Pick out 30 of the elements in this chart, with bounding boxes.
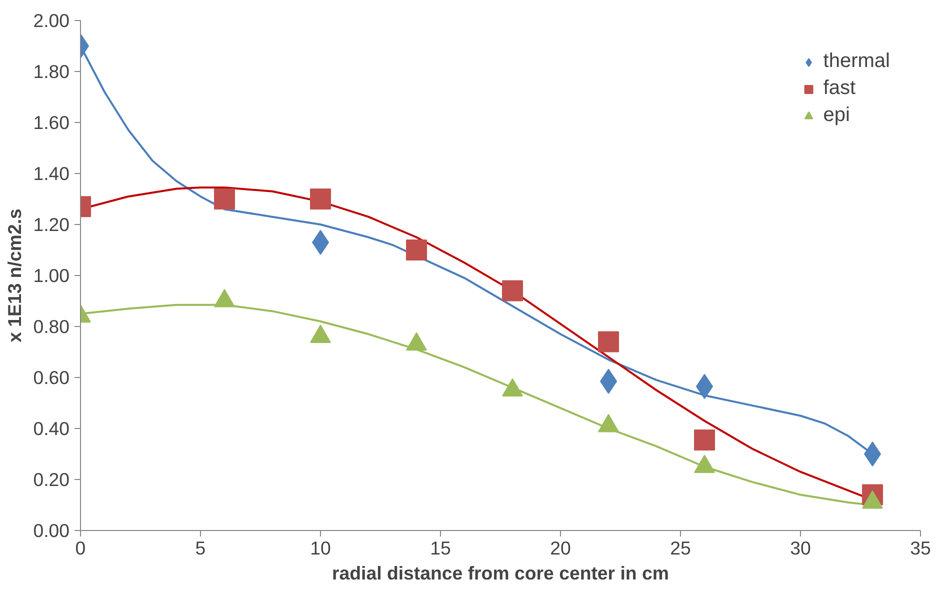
y-tick-label: 0.60 bbox=[33, 367, 70, 388]
y-tick-label: 1.60 bbox=[33, 112, 70, 133]
point bbox=[310, 188, 331, 210]
point bbox=[598, 331, 619, 352]
x-tick-label: 0 bbox=[75, 538, 86, 558]
x-axis-title: radial distance from core center in cm bbox=[332, 562, 669, 584]
x-tick-label: 35 bbox=[910, 538, 931, 558]
x-tick-label: 20 bbox=[550, 538, 571, 558]
legend-label: epi bbox=[823, 104, 850, 127]
y-tick-label: 1.40 bbox=[33, 163, 70, 184]
y-tick-label: 0.00 bbox=[33, 520, 70, 541]
point bbox=[502, 280, 523, 302]
legend-label: fast bbox=[823, 77, 856, 100]
y-tick-label: 2.00 bbox=[33, 10, 70, 31]
x-tick-label: 25 bbox=[670, 538, 691, 558]
y-tick-label: 1.20 bbox=[33, 214, 70, 235]
point bbox=[406, 240, 427, 260]
x-tick-label: 5 bbox=[195, 538, 206, 558]
x-tick-label: 15 bbox=[430, 538, 451, 558]
y-tick-label: 0.80 bbox=[33, 316, 70, 337]
y-tick-label: 0.40 bbox=[33, 418, 70, 439]
y-tick-label: 1.00 bbox=[33, 265, 70, 286]
y-tick-label: 0.20 bbox=[33, 469, 70, 490]
y-axis-title: x 1E13 n/cm2.s bbox=[4, 208, 26, 342]
x-tick-label: 30 bbox=[790, 538, 811, 558]
y-tick-label: 1.80 bbox=[33, 61, 70, 82]
point bbox=[214, 188, 235, 210]
legend-label: thermal bbox=[823, 50, 890, 73]
point bbox=[694, 429, 715, 450]
x-tick-label: 10 bbox=[310, 538, 331, 558]
